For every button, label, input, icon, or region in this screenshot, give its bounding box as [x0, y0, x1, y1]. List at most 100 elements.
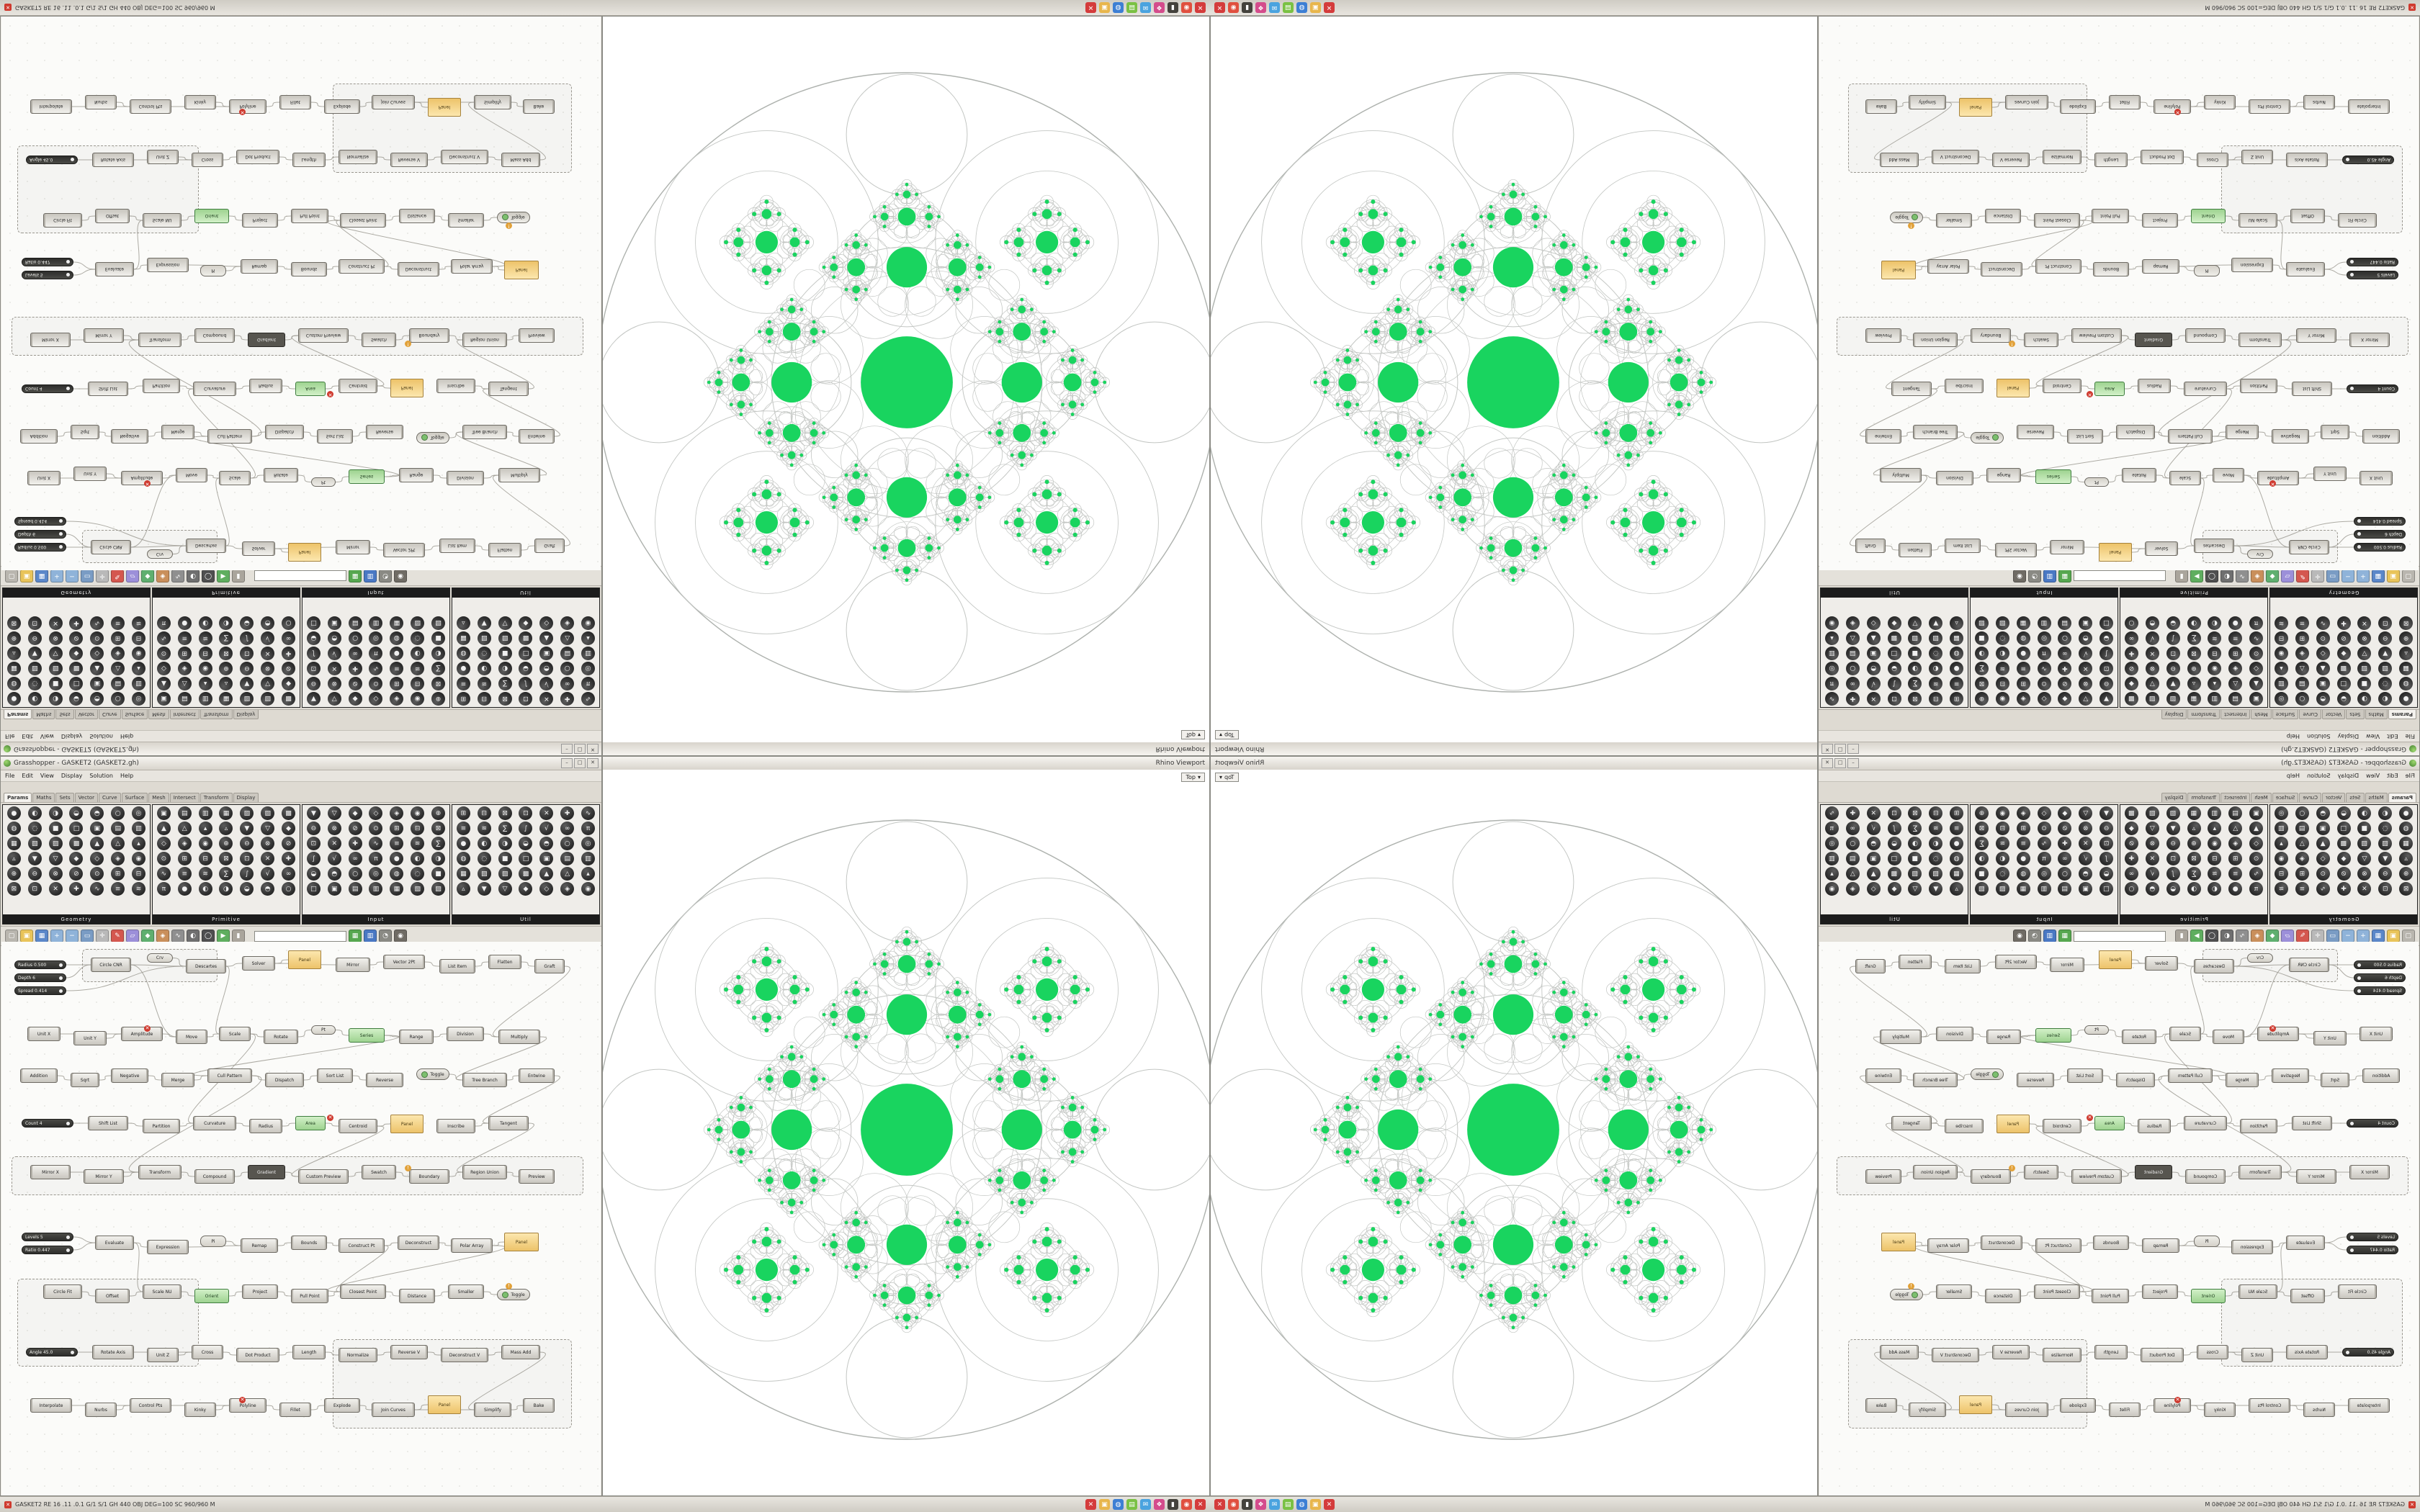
mail-icon[interactable]: ✉: [1269, 2, 1280, 13]
gh-node-angle-45-0[interactable]: Angle 45.0: [2342, 156, 2394, 164]
component-icon[interactable]: ∫: [2099, 852, 2114, 865]
component-icon[interactable]: ○: [1845, 837, 1860, 850]
camera-icon[interactable]: ◉: [2013, 930, 2026, 942]
gh-node-rotate-axis[interactable]: Rotate Axis: [2286, 1345, 2328, 1359]
gh-node-crv[interactable]: Crv: [147, 953, 173, 963]
component-icon[interactable]: ▥: [1824, 852, 1839, 865]
component-icon[interactable]: ∿: [2037, 662, 2051, 675]
component-icon[interactable]: ◉: [411, 806, 425, 820]
cluster-icon[interactable]: ◆: [141, 930, 154, 942]
component-icon[interactable]: ▩: [2336, 837, 2351, 850]
gh-node-custom-preview[interactable]: Custom Preview: [2071, 1169, 2122, 1184]
gh-node-mirror-x[interactable]: Mirror X: [30, 333, 71, 347]
warning-badge[interactable]: !: [405, 341, 411, 347]
gh-node-pt[interactable]: Pt: [2084, 1025, 2109, 1035]
component-icon[interactable]: ⊟: [411, 677, 425, 690]
gh-node-transform[interactable]: Transform: [138, 333, 182, 347]
component-icon[interactable]: π: [2037, 647, 2051, 660]
gh-node-mirror-y[interactable]: Mirror Y: [84, 328, 124, 343]
gh-node-fillet[interactable]: Fillet: [279, 95, 311, 109]
component-icon[interactable]: ⊠: [1974, 677, 1989, 690]
gh-node-pi[interactable]: Pi: [2194, 265, 2220, 276]
image-viewer-icon[interactable]: ▤: [1283, 1499, 1294, 1510]
gh-node-orient[interactable]: Orient: [194, 209, 229, 223]
gh-node-preview[interactable]: Preview: [519, 328, 555, 343]
component-icon[interactable]: △: [177, 822, 192, 835]
component-icon[interactable]: ◌: [411, 867, 425, 881]
gh-node-gradient[interactable]: Gradient: [248, 1165, 285, 1179]
gh-node-compound[interactable]: Compound: [2185, 1169, 2226, 1184]
gh-node-construct-pt[interactable]: Construct Pt: [2035, 1238, 2081, 1253]
gh-node-angle-45-0[interactable]: Angle 45.0: [26, 156, 78, 164]
browser-icon[interactable]: ◍: [1113, 2, 1124, 13]
gh-node-ratio-0-447[interactable]: Ratio 0.447: [2347, 1246, 2398, 1254]
component-icon[interactable]: ◈: [390, 806, 404, 820]
gh-node-move[interactable]: Move: [2213, 1030, 2244, 1044]
component-icon[interactable]: ∿: [581, 806, 596, 820]
component-icon[interactable]: ●: [6, 806, 21, 820]
solver-lock-icon[interactable]: ▮: [2175, 570, 2188, 582]
gh-node-partition[interactable]: Partition: [143, 1119, 180, 1133]
viewport-projection-tab[interactable]: Top ▾: [1181, 730, 1205, 739]
component-icon[interactable]: ◑: [1908, 662, 1922, 675]
remote-control-panel-icon[interactable]: ▦: [2058, 570, 2071, 582]
gh-node-panel[interactable]: Panel: [288, 543, 321, 562]
gh-node-multiply[interactable]: Multiply: [498, 1030, 540, 1044]
component-icon[interactable]: ◑: [219, 882, 233, 896]
minimize-button[interactable]: –: [1847, 744, 1859, 754]
close-icon-2[interactable]: ✕: [1195, 1499, 1206, 1510]
gh-node-scale[interactable]: Scale: [219, 1027, 251, 1041]
component-icon[interactable]: △: [1845, 631, 1860, 645]
gh-node-tree-branch[interactable]: Tree Branch: [462, 425, 507, 439]
component-icon[interactable]: ⊘: [69, 867, 84, 881]
component-icon[interactable]: ◓: [261, 882, 275, 896]
maximize-button[interactable]: □: [574, 744, 586, 754]
component-icon[interactable]: ≋: [411, 837, 425, 850]
component-icon[interactable]: ◒: [2336, 692, 2351, 706]
tab-curve[interactable]: Curve: [98, 793, 121, 802]
component-icon[interactable]: ◑: [1974, 852, 1989, 865]
close-icon-2[interactable]: ✕: [1214, 1499, 1225, 1510]
component-icon[interactable]: ▦: [6, 837, 21, 850]
component-icon[interactable]: ◇: [2249, 837, 2264, 850]
gh-node-rotate[interactable]: Rotate: [2122, 468, 2156, 482]
component-icon[interactable]: ○: [2058, 631, 2072, 645]
gh-node-levels-5[interactable]: Levels 5: [2347, 1233, 2398, 1241]
component-icon[interactable]: ⊕: [2187, 837, 2201, 850]
component-icon[interactable]: ◇: [369, 692, 383, 706]
component-icon[interactable]: ⊡: [2378, 616, 2393, 630]
gh-node-swatch[interactable]: Swatch: [362, 333, 396, 347]
menu-solution[interactable]: Solution: [2307, 733, 2331, 739]
gh-node-interpolate[interactable]: Interpolate: [30, 99, 72, 114]
component-icon[interactable]: ▨: [2357, 837, 2372, 850]
component-icon[interactable]: ▤: [1845, 647, 1860, 660]
close-icon[interactable]: ✕: [1085, 2, 1096, 13]
tab-surface[interactable]: Surface: [2272, 793, 2299, 802]
tab-sets[interactable]: Sets: [2346, 793, 2365, 802]
component-icon[interactable]: ●: [2016, 852, 2030, 865]
menu-help[interactable]: Help: [2286, 733, 2300, 739]
gh-node-polar-array[interactable]: Polar Array: [1927, 259, 1969, 274]
group-icon[interactable]: ▱: [2281, 930, 2294, 942]
gh-node-merge[interactable]: Merge: [161, 1073, 194, 1087]
component-icon[interactable]: ≡: [390, 662, 404, 675]
component-icon[interactable]: ▨: [48, 837, 63, 850]
component-icon[interactable]: ○: [2124, 616, 2138, 630]
component-icon[interactable]: ≋: [2274, 616, 2288, 630]
component-icon[interactable]: ◈: [2295, 647, 2309, 660]
gh-node-unit-z[interactable]: Unit Z: [2241, 150, 2273, 164]
component-icon[interactable]: ◆: [519, 882, 533, 896]
component-icon[interactable]: ⊞: [177, 647, 192, 660]
component-icon[interactable]: ⊠: [2187, 852, 2201, 865]
gh-node-levels-5[interactable]: Levels 5: [2347, 271, 2398, 279]
gh-node-dispatch[interactable]: Dispatch: [265, 425, 304, 439]
component-icon[interactable]: ∫: [240, 867, 254, 881]
gh-node-project[interactable]: Project: [2142, 1284, 2178, 1299]
grasshopper-titlebar[interactable]: Grasshopper - GASKET2 (GASKET2.gh) – □ ✕: [1819, 757, 2419, 770]
menu-solution[interactable]: Solution: [89, 733, 113, 739]
component-icon[interactable]: ◈: [1845, 616, 1860, 630]
gh-node-preview[interactable]: Preview: [519, 1169, 555, 1184]
component-icon[interactable]: ▼: [2378, 852, 2393, 865]
component-icon[interactable]: ▦: [456, 631, 470, 645]
component-icon[interactable]: ∑: [498, 822, 512, 835]
